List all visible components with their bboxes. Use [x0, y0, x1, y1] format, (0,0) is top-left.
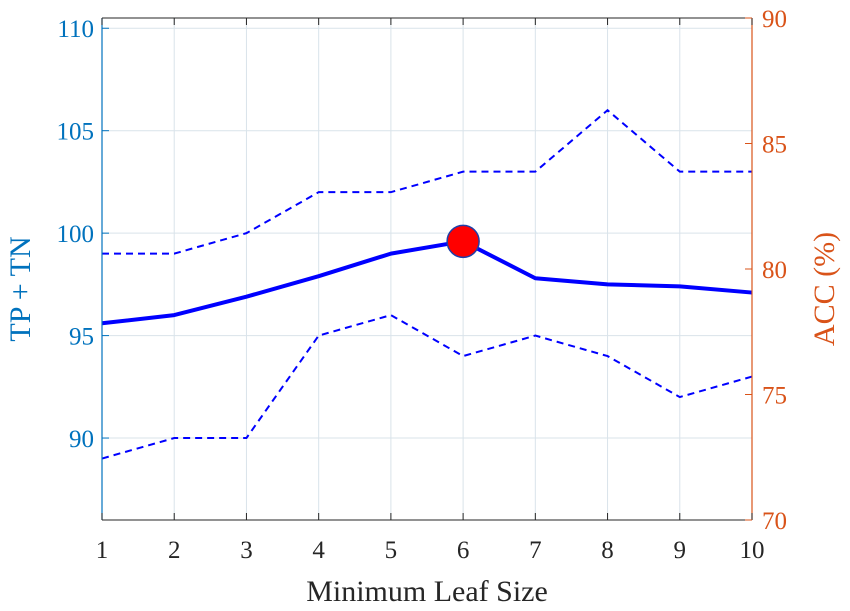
- y-left-tick-label: 100: [57, 221, 95, 248]
- y-right-tick-label: 85: [762, 132, 787, 159]
- y-left-tick-label: 95: [69, 324, 94, 351]
- x-tick-label: 1: [96, 537, 109, 564]
- series-layer: [101, 108, 753, 460]
- x-tick-label: 5: [385, 537, 398, 564]
- optimum-marker: [446, 224, 480, 259]
- x-tick-label: 9: [674, 537, 687, 564]
- x-tick-label: 7: [529, 537, 542, 564]
- y-left-tick-label: 90: [69, 426, 94, 453]
- y-right-tick-label: 75: [762, 383, 787, 410]
- x-tick-label: 10: [740, 537, 765, 564]
- lower-bound-line: [101, 314, 753, 460]
- y-right-tick-label: 80: [762, 257, 787, 284]
- y-right-axis-title: ACC (%): [808, 232, 841, 346]
- x-tick-label: 2: [168, 537, 181, 564]
- x-tick-label: 4: [312, 537, 325, 564]
- ticks: 1 2 3 4 5 6 7 8 9 10 90 95 100 105 110 70 75 80 85 90: [57, 6, 788, 564]
- x-axis-title: Minimum Leaf Size: [306, 575, 548, 608]
- y-left-tick-label: 105: [57, 119, 95, 146]
- y-left-tick-label: 110: [57, 16, 94, 43]
- x-tick-label: 3: [240, 537, 253, 564]
- y-left-axis-title: TP + TN: [4, 236, 37, 341]
- x-tick-label: 6: [457, 537, 470, 564]
- y-right-tick-label: 70: [762, 508, 787, 535]
- x-tick-label: 8: [601, 537, 614, 564]
- upper-bound-line: [102, 108, 752, 255]
- axes: [101, 17, 753, 521]
- y-right-tick-label: 90: [762, 6, 787, 33]
- mean-line: [101, 239, 753, 326]
- grid: [101, 18, 753, 520]
